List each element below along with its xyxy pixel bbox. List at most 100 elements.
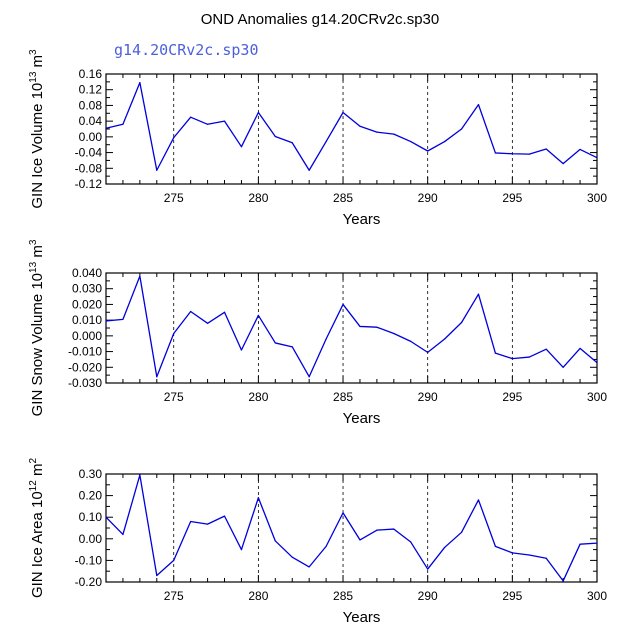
data-point-285 xyxy=(342,512,344,514)
x-tick-label: 275 xyxy=(164,589,184,603)
data-point-298 xyxy=(562,162,564,165)
data-point-295 xyxy=(511,552,513,554)
data-point-294 xyxy=(494,152,497,154)
x-tick-label: 290 xyxy=(418,191,438,205)
y-axis-title-unit: m xyxy=(29,464,46,481)
y-tick-label: 0.000 xyxy=(72,329,102,343)
data-point-290 xyxy=(427,568,429,570)
data-point-279 xyxy=(240,349,243,351)
y-tick-label: 0.16 xyxy=(79,67,103,81)
data-point-283 xyxy=(308,169,310,171)
data-point-272 xyxy=(122,123,124,125)
x-tick-label: 285 xyxy=(333,589,353,603)
y-axis-title-unit-exp: 3 xyxy=(28,239,39,245)
y-tick-label: 0.00 xyxy=(79,130,103,144)
y-axis-title: GIN Ice Area 1012 m2 xyxy=(28,458,46,599)
data-point-297 xyxy=(545,348,547,350)
y-axis-title-unit: m xyxy=(29,245,46,262)
y-tick-label: 0.020 xyxy=(72,297,102,311)
data-point-287 xyxy=(376,131,378,133)
data-point-274 xyxy=(156,376,158,378)
data-point-287 xyxy=(376,326,378,328)
y-tick-label: -0.10 xyxy=(75,553,103,567)
series-line xyxy=(105,81,598,171)
plot-frame xyxy=(105,73,598,185)
data-point-291 xyxy=(444,546,446,549)
series-line xyxy=(105,275,598,378)
data-point-296 xyxy=(528,356,530,358)
x-axis-title: Years xyxy=(343,609,381,626)
data-point-292 xyxy=(460,321,463,324)
y-axis-title-exp: 13 xyxy=(28,71,39,83)
x-tick-label: 300 xyxy=(587,589,607,603)
data-point-297 xyxy=(545,148,547,150)
data-point-291 xyxy=(444,338,446,340)
data-point-281 xyxy=(274,540,276,542)
data-point-281 xyxy=(274,135,276,138)
x-axis-title: Years xyxy=(343,410,381,427)
data-point-299 xyxy=(579,347,581,350)
data-point-288 xyxy=(393,133,395,135)
x-tick-label: 285 xyxy=(333,390,353,404)
data-point-276 xyxy=(190,520,192,523)
data-point-274 xyxy=(156,574,158,577)
x-tick-label: 280 xyxy=(248,589,268,603)
data-point-282 xyxy=(291,346,293,348)
data-point-289 xyxy=(410,541,412,543)
data-point-289 xyxy=(410,340,412,342)
data-point-299 xyxy=(579,543,581,545)
y-axis-title: GIN Snow Volume 1013 m3 xyxy=(28,239,46,416)
data-point-271 xyxy=(105,516,107,518)
data-point-285 xyxy=(342,111,344,114)
data-point-279 xyxy=(240,146,243,148)
plot-frame xyxy=(105,272,598,384)
data-point-287 xyxy=(376,529,378,531)
data-point-275 xyxy=(173,559,175,562)
data-point-273 xyxy=(139,82,141,84)
data-point-292 xyxy=(460,128,463,130)
y-axis-title-unit-exp: 3 xyxy=(28,49,39,55)
data-point-297 xyxy=(545,557,547,559)
y-tick-label: 0.08 xyxy=(79,98,103,112)
x-tick-label: 280 xyxy=(248,390,268,404)
x-tick-label: 285 xyxy=(333,191,353,205)
data-point-273 xyxy=(139,275,141,277)
data-point-278 xyxy=(223,120,226,122)
data-point-290 xyxy=(427,150,429,152)
y-tick-label: -0.12 xyxy=(75,177,103,191)
y-tick-label: -0.020 xyxy=(68,360,102,374)
data-point-282 xyxy=(291,556,293,558)
y-tick-label: -0.08 xyxy=(75,161,103,175)
x-tick-label: 295 xyxy=(502,191,522,205)
data-point-272 xyxy=(122,318,124,320)
data-point-288 xyxy=(393,332,395,335)
y-tick-label: 0.040 xyxy=(72,266,102,280)
data-point-295 xyxy=(511,358,513,360)
data-point-276 xyxy=(190,310,192,313)
y-tick-label: -0.20 xyxy=(75,575,103,589)
y-tick-label: -0.04 xyxy=(75,146,103,160)
x-tick-label: 290 xyxy=(418,390,438,404)
x-tick-label: 295 xyxy=(502,390,522,404)
data-point-274 xyxy=(156,169,158,171)
data-point-282 xyxy=(291,142,293,144)
data-point-284 xyxy=(325,338,327,340)
y-axis-title-unit-exp: 2 xyxy=(28,458,39,464)
data-point-280 xyxy=(257,111,259,114)
y-axis-title-exp: 13 xyxy=(28,261,39,273)
data-point-275 xyxy=(173,137,175,139)
data-point-280 xyxy=(257,314,259,317)
data-point-277 xyxy=(206,123,209,125)
y-tick-label: 0.10 xyxy=(79,510,103,524)
data-point-300 xyxy=(596,542,598,544)
x-tick-label: 280 xyxy=(248,191,268,205)
data-point-271 xyxy=(105,127,107,129)
data-point-300 xyxy=(596,157,598,159)
panel-1: g14.20CRv2c.sp30 275 280 285 290 295 300 -0.12 -… xyxy=(28,41,607,228)
data-point-286 xyxy=(359,125,361,127)
y-tick-label: 0.20 xyxy=(79,489,103,503)
data-point-290 xyxy=(427,351,429,353)
data-point-277 xyxy=(206,523,209,525)
y-tick-label: 0.010 xyxy=(72,313,102,327)
y-tick-label: 0.04 xyxy=(79,114,103,128)
